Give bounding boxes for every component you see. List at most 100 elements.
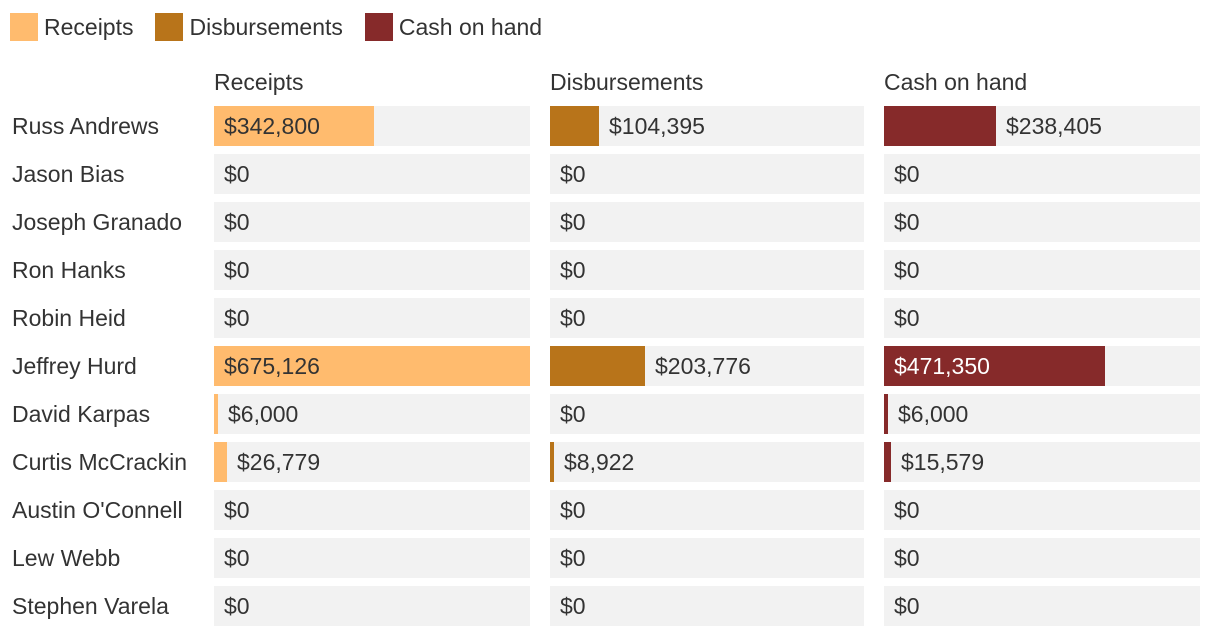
- category-label: Lew Webb: [12, 545, 121, 571]
- bar-track: $0: [214, 202, 530, 242]
- bar: [550, 106, 599, 146]
- bar-track: $203,776: [550, 346, 864, 386]
- data-label: $0: [560, 593, 586, 619]
- bar: [884, 394, 888, 434]
- data-label: $0: [894, 305, 920, 331]
- data-label: $0: [894, 593, 920, 619]
- data-label: $6,000: [228, 401, 299, 427]
- bar-track: $342,800: [214, 106, 530, 146]
- data-label: $0: [224, 161, 250, 187]
- data-label: $0: [894, 545, 920, 571]
- data-label: $26,779: [237, 449, 321, 475]
- bar-track: $6,000: [884, 394, 1200, 434]
- legend-swatch: [364, 13, 393, 41]
- data-label: $0: [894, 209, 920, 235]
- data-label: $0: [560, 209, 586, 235]
- bar-track: $0: [884, 586, 1200, 626]
- legend-swatch: [155, 13, 184, 41]
- chart-legend: Receipts Disbursements Cash on hand: [10, 12, 542, 42]
- column-header: Disbursements: [550, 69, 704, 95]
- data-label: $0: [894, 497, 920, 523]
- bar-track: $0: [550, 538, 864, 578]
- bar-track: $238,405: [884, 106, 1200, 146]
- data-label: $0: [224, 497, 250, 523]
- bar: [214, 394, 218, 434]
- bar: [550, 442, 554, 482]
- data-label: $6,000: [898, 401, 969, 427]
- category-label: Curtis McCrackin: [12, 449, 188, 475]
- bar-track: $0: [550, 154, 864, 194]
- bar-track: $26,779: [214, 442, 530, 482]
- data-label: $15,579: [901, 449, 985, 475]
- bar-track: $0: [214, 586, 530, 626]
- bar-track: $0: [884, 490, 1200, 530]
- bar-track: $0: [214, 538, 530, 578]
- data-label: $0: [224, 209, 250, 235]
- legend-label: Disbursements: [189, 13, 343, 40]
- data-label: $8,922: [564, 449, 635, 475]
- bar-track: $675,126: [214, 346, 530, 386]
- column-header: Cash on hand: [884, 69, 1028, 95]
- data-label: $0: [894, 161, 920, 187]
- bar: [214, 442, 227, 482]
- bar-track: $8,922: [550, 442, 864, 482]
- bar-track: $0: [214, 154, 530, 194]
- category-label: Joseph Granado: [12, 209, 183, 235]
- category-label: Jason Bias: [12, 161, 125, 187]
- legend-swatch: [10, 13, 38, 41]
- bar-track: $0: [214, 490, 530, 530]
- bar-track: $0: [884, 538, 1200, 578]
- column-header: Receipts: [214, 69, 304, 95]
- bar-track: $0: [214, 298, 530, 338]
- category-label: David Karpas: [12, 401, 151, 427]
- bar: [550, 346, 645, 386]
- legend-item: Receipts: [10, 13, 133, 41]
- data-label: $0: [224, 305, 250, 331]
- data-label: $203,776: [655, 353, 751, 379]
- legend-label: Receipts: [44, 13, 134, 40]
- data-label: $0: [560, 497, 586, 523]
- bar-track: $0: [550, 250, 864, 290]
- bar-track: $0: [550, 394, 864, 434]
- bar-track: $0: [550, 298, 864, 338]
- bar: [884, 346, 1105, 386]
- bar: [214, 106, 374, 146]
- data-label: $0: [224, 545, 250, 571]
- bar-track: $0: [884, 298, 1200, 338]
- data-label: $0: [560, 545, 586, 571]
- legend-label: Cash on hand: [398, 13, 543, 40]
- bar-track: $0: [550, 202, 864, 242]
- category-label: Jeffrey Hurd: [12, 353, 137, 379]
- data-label: $0: [560, 401, 586, 427]
- bar-track: $471,350: [884, 346, 1200, 386]
- data-label: $0: [224, 257, 250, 283]
- data-label: $0: [560, 305, 586, 331]
- bar-track: $0: [884, 154, 1200, 194]
- bar-track: $104,395: [550, 106, 864, 146]
- data-label: $0: [560, 161, 586, 187]
- data-label: $0: [894, 257, 920, 283]
- bar-track: $0: [550, 586, 864, 626]
- data-label: $104,395: [609, 113, 705, 139]
- bar: [884, 442, 891, 482]
- bar: [214, 346, 530, 386]
- category-label: Robin Heid: [12, 305, 126, 331]
- legend-item: Disbursements: [155, 13, 343, 41]
- category-label: Stephen Varela: [12, 593, 169, 619]
- bar-track: $0: [214, 250, 530, 290]
- data-label: $342,800: [224, 113, 320, 139]
- bar-track: $15,579: [884, 442, 1200, 482]
- data-label: $238,405: [1006, 113, 1102, 139]
- bar: [884, 106, 996, 146]
- data-label: $471,350: [894, 353, 990, 379]
- category-label: Russ Andrews: [12, 113, 160, 139]
- data-label: $675,126: [224, 353, 320, 379]
- data-label: $0: [224, 593, 250, 619]
- bar-track: $6,000: [214, 394, 530, 434]
- category-label: Austin O'Connell: [12, 497, 183, 523]
- bar-track: $0: [884, 250, 1200, 290]
- data-label: $0: [560, 257, 586, 283]
- bar-track: $0: [550, 490, 864, 530]
- category-label: Ron Hanks: [12, 257, 126, 283]
